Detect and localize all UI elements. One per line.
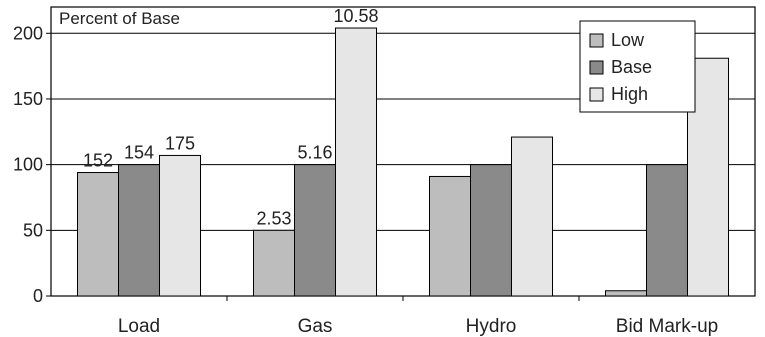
y-tick-label-200: 200 bbox=[13, 23, 43, 43]
legend-swatch-high bbox=[589, 87, 604, 102]
bar-hydro-base bbox=[470, 164, 512, 297]
bar-gas-low bbox=[253, 229, 295, 297]
bar-load-low bbox=[77, 172, 119, 297]
data-labels: 152 154 175 2.53 5.16 10.58 bbox=[83, 6, 379, 228]
bar-hydro-low bbox=[429, 175, 471, 297]
data-label-gas-high: 10.58 bbox=[333, 6, 378, 26]
x-tick-label-bid-mark-up: Bid Mark-up bbox=[616, 316, 718, 337]
chart-title: Percent of Base bbox=[59, 9, 180, 28]
legend-swatch-base bbox=[589, 60, 604, 75]
legend-label-low: Low bbox=[611, 30, 645, 50]
y-tick-label-50: 50 bbox=[23, 220, 43, 240]
data-label-gas-low: 2.53 bbox=[256, 208, 291, 228]
legend-label-base: Base bbox=[611, 57, 652, 77]
x-tick-label-hydro: Hydro bbox=[466, 316, 517, 337]
data-label-load-base: 154 bbox=[124, 143, 154, 163]
legend: Low Base High bbox=[579, 20, 696, 113]
axes: 0 50 100 150 200 Load Gas Hydro Bid Mark-up bbox=[13, 23, 718, 337]
bar-bid-mark-up-base bbox=[646, 164, 688, 297]
bar-gas-base bbox=[294, 164, 336, 297]
data-label-load-high: 175 bbox=[165, 133, 195, 153]
y-tick-label-100: 100 bbox=[13, 155, 43, 175]
bar-bid-mark-up-low bbox=[605, 290, 647, 297]
y-tick-label-0: 0 bbox=[33, 286, 43, 306]
legend-label-high: High bbox=[611, 84, 648, 104]
x-tick-label-load: Load bbox=[118, 316, 160, 337]
data-label-load-low: 152 bbox=[83, 151, 113, 171]
bar-gas-high bbox=[335, 27, 377, 297]
y-tick-label-150: 150 bbox=[13, 89, 43, 109]
bar-load-high bbox=[159, 154, 201, 297]
bar-load-base bbox=[118, 164, 160, 297]
data-label-gas-base: 5.16 bbox=[297, 143, 332, 163]
bar-hydro-high bbox=[511, 136, 553, 297]
x-tick-label-gas: Gas bbox=[298, 316, 333, 337]
legend-swatch-low bbox=[589, 33, 604, 48]
